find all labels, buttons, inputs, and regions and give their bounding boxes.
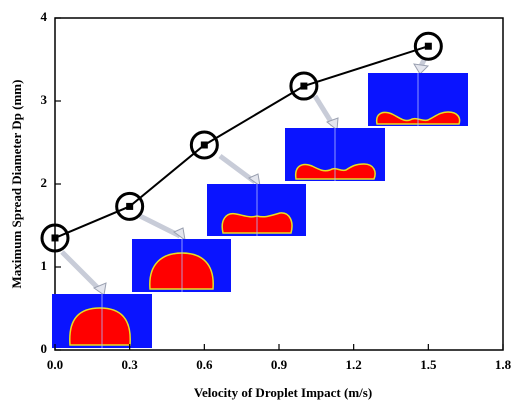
x-tick-label: 0.6: [196, 357, 213, 372]
point-marker: [126, 202, 134, 210]
droplet: [69, 307, 131, 346]
point-ring: [189, 130, 219, 160]
x-tick-label: 0.3: [122, 357, 139, 372]
x-tick-label: 1.8: [495, 357, 512, 372]
inset-images: [52, 56, 468, 348]
point-ring: [413, 31, 443, 61]
point-ring: [289, 71, 319, 101]
x-tick-label: 1.5: [420, 357, 437, 372]
x-axis-label: Velocity of Droplet Impact (m/s): [194, 385, 372, 400]
point-marker: [51, 234, 59, 242]
droplet: [375, 111, 461, 125]
arrow: [138, 213, 182, 239]
arrowhead: [248, 173, 261, 188]
point-marker: [200, 141, 208, 149]
droplet: [294, 163, 376, 180]
point-marker: [424, 42, 432, 50]
point-ring: [40, 223, 70, 253]
y-tick-label: 4: [41, 9, 48, 24]
y-axis-label: Maximum Spread Diameter Dp (mm): [9, 80, 24, 289]
y-tick-label: 0: [41, 341, 48, 356]
y-tick-label: 3: [41, 92, 48, 107]
arrow: [60, 250, 102, 292]
arrowhead: [173, 227, 186, 242]
y-tick-label: 2: [41, 175, 48, 190]
arrowhead: [92, 282, 107, 296]
point-marker: [300, 82, 308, 90]
arrowhead: [325, 117, 339, 131]
x-tick-label: 0.9: [271, 357, 288, 372]
arrowhead: [413, 63, 430, 75]
y-tick-label: 1: [41, 258, 48, 273]
point-ring: [115, 191, 145, 221]
x-tick-label: 0.0: [47, 357, 63, 372]
x-tick-label: 1.2: [346, 357, 362, 372]
arrow: [312, 94, 336, 127]
